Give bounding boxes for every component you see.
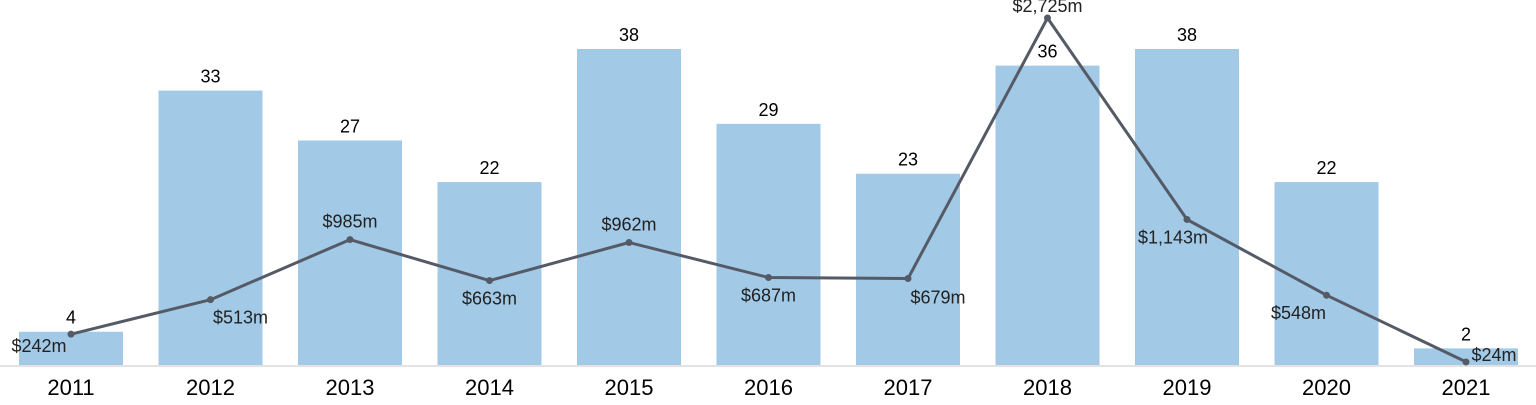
line-value-label: $687m: [741, 286, 796, 306]
x-tick-label: 2021: [1442, 375, 1491, 400]
line-point: [486, 277, 493, 285]
x-tick-label: 2019: [1163, 375, 1212, 400]
line-value-label: $679m: [910, 288, 965, 308]
bar: [1414, 348, 1518, 365]
x-tick-label: 2014: [465, 375, 514, 400]
line-point: [346, 236, 354, 244]
line-value-label: $242m: [11, 336, 66, 356]
x-tick-label: 2013: [326, 375, 375, 400]
line-point: [67, 330, 75, 338]
x-tick-label: 2011: [47, 375, 94, 400]
bar: [995, 65, 1100, 365]
x-tick-label: 2012: [186, 375, 235, 400]
bar-value-label: 22: [479, 158, 499, 178]
line-point: [765, 274, 772, 282]
line-point: [207, 296, 214, 304]
line-value-label: $962m: [601, 214, 656, 234]
line-point: [1462, 358, 1470, 366]
x-tick-label: 2018: [1023, 375, 1072, 400]
bar: [716, 123, 821, 365]
x-tick-label: 2015: [605, 375, 654, 400]
bar-value-label: 38: [1177, 25, 1197, 45]
line-value-label: $548m: [1271, 303, 1326, 323]
line-value-label: $985m: [322, 212, 377, 232]
bar: [298, 140, 402, 365]
bar-value-label: 27: [340, 116, 360, 136]
line-point: [1044, 14, 1051, 22]
line-value-label: $1,143m: [1138, 227, 1208, 247]
bar: [856, 173, 960, 365]
line-value-label: $24m: [1471, 345, 1516, 365]
line-value-label: $663m: [462, 289, 517, 309]
bar-value-label: 33: [200, 67, 220, 87]
line-point: [1183, 215, 1191, 223]
bar: [1135, 49, 1239, 365]
bar-value-label: 4: [66, 308, 76, 328]
bar-value-label: 23: [898, 150, 918, 170]
line-point: [1323, 291, 1330, 299]
x-axis-ticks: 2011 2012 2013 2014 2015 2016 2017 2018 2019 2020…: [47, 375, 1490, 400]
bar-value-label: 22: [1316, 158, 1336, 178]
bar-value-label: 38: [619, 25, 639, 45]
line-value-label: $513m: [213, 308, 268, 328]
bar: [437, 182, 542, 365]
bar: [577, 49, 681, 365]
line-point: [904, 275, 912, 283]
line-value-label: $2,725m: [1012, 0, 1082, 16]
bar-value-label: 29: [758, 100, 778, 120]
x-tick-label: 2020: [1302, 375, 1351, 400]
bar: [158, 90, 263, 365]
bar-value-label: 2: [1461, 324, 1471, 344]
bar-value-label: 36: [1037, 42, 1057, 62]
line-series: $242m $513m $985m $663m $962m $687m $679m $2,72…: [11, 0, 1517, 366]
bar: [1274, 182, 1379, 365]
line-point: [625, 238, 633, 246]
x-tick-label: 2016: [744, 375, 793, 400]
x-tick-label: 2017: [884, 375, 933, 400]
